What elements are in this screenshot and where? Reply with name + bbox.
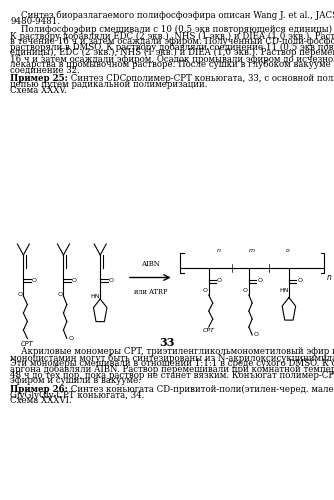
- Text: в течение 16 ч и затем осаждали эфиром. Полученный CD-поли-фосфоэфир, 31: в течение 16 ч и затем осаждали эфиром. …: [10, 37, 334, 46]
- Text: O: O: [18, 292, 22, 296]
- Text: Синтез CDСополимер-CPT коньюгата, 33, с основной полиэтиленовой: Синтез CDСополимер-CPT коньюгата, 33, с …: [68, 74, 334, 83]
- Text: Эти мономеры смешивали в отношении 1:1:1 в среде сухого DMSO. К смеси в атмосфер: Эти мономеры смешивали в отношении 1:1:1…: [10, 359, 334, 368]
- Text: 33: 33: [159, 338, 175, 348]
- Text: O: O: [58, 292, 62, 296]
- Text: Пример 25:: Пример 25:: [10, 74, 68, 83]
- Text: O: O: [72, 278, 77, 282]
- Text: Акриловые мономеры CPT, триэтиленгликольмонометиловый эфир и CD-: Акриловые мономеры CPT, триэтиленгликоль…: [10, 348, 334, 356]
- Text: единицы), EDC (2 экв.), NHS (1 экв.) и DIEA (1,0 экв.). Раствор перемешивали в т: единицы), EDC (2 экв.), NHS (1 экв.) и D…: [10, 48, 334, 58]
- Text: 16 ч и затем осаждали эфиром. Осадок промывали эфиром до исчезновения свободного: 16 ч и затем осаждали эфиром. Осадок про…: [10, 54, 334, 64]
- Text: CPT: CPT: [21, 340, 34, 346]
- Text: O: O: [297, 278, 302, 283]
- Text: моноцистамин могут быть синтезированы из N-акрилоксисукцинимида (Polysciences In: моноцистамин могут быть синтезированы из…: [10, 353, 334, 363]
- Text: Полифосфоэфир смешивали с 10 (0,5 экв повторяющейся единицы) в среде DMSO.: Полифосфоэфир смешивали с 10 (0,5 экв по…: [10, 26, 334, 35]
- Text: Пример 26:: Пример 26:: [10, 385, 68, 394]
- Text: 48 ч до тех пор, пока раствор не станет вязким. Конъюгат полимер-CPT, 33, осажда: 48 ч до тех пор, пока раствор не станет …: [10, 370, 334, 380]
- Text: O: O: [32, 278, 37, 282]
- Text: HN: HN: [91, 294, 100, 298]
- Text: Синтез биоразлагаемого полифосфоэфира описан Wang J. et al., JACS, 2001, 123,: Синтез биоразлагаемого полифосфоэфира оп…: [10, 11, 334, 20]
- Text: HN: HN: [279, 288, 289, 294]
- Text: эфиром и сушили в вакууме.: эфиром и сушили в вакууме.: [10, 376, 141, 386]
- Text: Схема XXXV.: Схема XXXV.: [10, 86, 67, 94]
- Text: лекарства в промывочном растворе. После сушки в глубоком вакууме получали: лекарства в промывочном растворе. После …: [10, 60, 334, 70]
- Text: Синтез коньюгата CD-привитой-поли(этилен-черед. малеиновый ангидрид)-: Синтез коньюгата CD-привитой-поли(этилен…: [68, 385, 334, 394]
- Text: AIBN: AIBN: [141, 260, 160, 268]
- Text: O: O: [217, 278, 222, 283]
- Text: аргона добавляли AIBN. Раствор перемешивали при комнатной температуре в течение : аргона добавляли AIBN. Раствор перемешив…: [10, 365, 334, 374]
- Text: или ATRP: или ATRP: [134, 288, 167, 296]
- Text: n: n: [217, 248, 221, 252]
- Text: CPT: CPT: [203, 328, 215, 334]
- Text: n: n: [327, 272, 332, 281]
- Text: Схема XXXVI.: Схема XXXVI.: [10, 396, 72, 406]
- Text: O: O: [109, 278, 114, 282]
- Text: 9480-9481.: 9480-9481.: [10, 16, 60, 26]
- Text: O: O: [243, 288, 248, 294]
- Text: o: o: [285, 248, 289, 252]
- Text: GlyGlyGly-CPT коньюгата, 34.: GlyGlyGly-CPT коньюгата, 34.: [10, 390, 144, 400]
- Text: растворяли в DMSO. К раствору добавляли соединение 11 (0,5 экв повторяющейся: растворяли в DMSO. К раствору добавляли …: [10, 42, 334, 52]
- Text: O: O: [203, 288, 208, 294]
- Text: O: O: [68, 336, 73, 341]
- Text: O: O: [254, 332, 259, 338]
- Text: m: m: [249, 248, 255, 252]
- Text: К раствору добавляли EDC (2 экв.), NHS (1 экв.) и DIEA (1,0 экв.). Раствор перем: К раствору добавляли EDC (2 экв.), NHS (…: [10, 31, 334, 40]
- Text: соединение 32.: соединение 32.: [10, 66, 80, 74]
- Text: цепью путём радикальной полимеризации.: цепью путём радикальной полимеризации.: [10, 80, 207, 89]
- Text: O: O: [257, 278, 262, 283]
